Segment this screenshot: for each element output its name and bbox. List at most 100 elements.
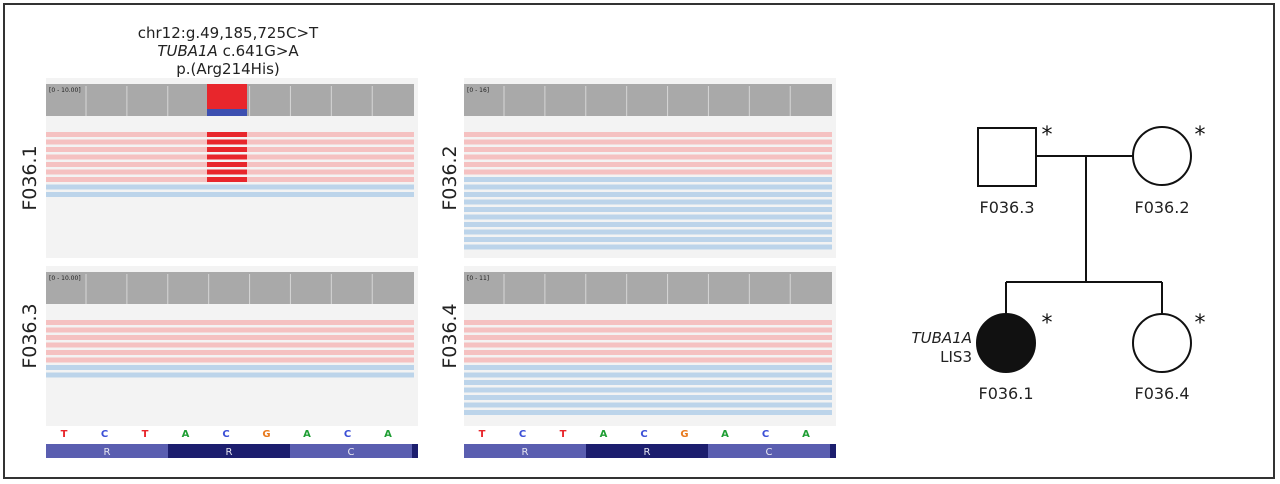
read-reverse — [464, 192, 832, 197]
coverage-range: [0 - 10.00] — [49, 275, 81, 282]
codon-block — [46, 444, 168, 458]
pedigree: * F036.3 * F036.2 * TUBA1A LIS3 F036.1 *… — [912, 123, 1206, 403]
read-forward — [46, 327, 414, 333]
codon-block — [586, 444, 708, 458]
igv-panels: [0 - 10.00] F036.1 [0 - 16] F036.2 [0 - 10.0… — [19, 78, 836, 426]
codon-block — [290, 444, 412, 458]
read-forward — [46, 357, 414, 363]
read-forward — [464, 132, 832, 137]
coverage-track — [46, 272, 414, 304]
variant-coverage-ref — [207, 84, 247, 110]
sibling-symbol — [1132, 313, 1192, 373]
proband-phenotype: LIS3 — [940, 348, 972, 366]
read-reverse — [464, 237, 832, 242]
sequence-tracks: T C T A C G A C AR R CT C T A C G A C AR R C — [46, 429, 836, 458]
codon-block-edge — [412, 444, 418, 458]
father-label: F036.3 — [979, 198, 1034, 217]
read-forward — [464, 357, 832, 363]
sequence-base: A — [802, 429, 810, 440]
coverage-track — [464, 272, 832, 304]
read-forward — [464, 139, 832, 145]
codon-label: R — [522, 447, 529, 458]
sequence-base: C — [222, 429, 229, 440]
sequence-base: A — [303, 429, 311, 440]
codon-label: C — [766, 447, 773, 458]
sequence-base: G — [262, 429, 270, 440]
father-symbol — [977, 127, 1037, 187]
codon-label: R — [644, 447, 651, 458]
read-reverse — [464, 402, 832, 408]
read-reverse — [464, 387, 832, 393]
father-marker: * — [1042, 123, 1053, 148]
sequence-base: T — [479, 429, 486, 440]
read-reverse — [464, 229, 832, 235]
read-reverse — [46, 184, 414, 190]
mother-symbol — [1132, 126, 1192, 186]
coverage-range: [0 - 11] — [467, 275, 489, 282]
read-reverse — [464, 365, 832, 370]
figure-frame — [3, 3, 1275, 479]
read-forward — [46, 335, 414, 340]
read-forward — [464, 327, 832, 333]
sequence-base: A — [600, 429, 608, 440]
proband-label: F036.1 — [978, 384, 1033, 403]
sequence-base: C — [640, 429, 647, 440]
read-reverse — [464, 372, 832, 378]
sequence-base: T — [560, 429, 567, 440]
read-mismatch — [207, 162, 247, 167]
sample-label: F036.3 — [19, 303, 41, 368]
codon-block — [708, 444, 830, 458]
read-reverse — [464, 244, 832, 250]
sample-label: F036.1 — [19, 145, 41, 210]
read-forward — [46, 350, 414, 355]
proband-marker: * — [1042, 311, 1053, 336]
sequence-base: C — [519, 429, 526, 440]
read-reverse — [464, 184, 832, 190]
read-forward — [464, 169, 832, 175]
read-reverse — [46, 372, 414, 378]
read-reverse — [464, 410, 832, 415]
proband-symbol — [976, 313, 1036, 373]
coverage-track — [464, 84, 832, 116]
codon-block-edge — [830, 444, 836, 458]
codon-label: R — [104, 447, 111, 458]
igv-panel-F036.2: [0 - 16] F036.2 — [439, 78, 836, 258]
codon-label: C — [348, 447, 355, 458]
read-forward — [464, 154, 832, 160]
sequence-base: T — [61, 429, 68, 440]
read-reverse — [464, 177, 832, 182]
read-reverse — [464, 207, 832, 212]
variant-cdna: TUBA1A c.641G>A — [157, 42, 299, 60]
read-reverse — [464, 214, 832, 220]
read-reverse — [464, 380, 832, 385]
igv-panel-F036.1: [0 - 10.00] F036.1 — [19, 78, 418, 258]
sequence-base: G — [680, 429, 688, 440]
read-reverse — [46, 192, 414, 197]
codon-label: R — [226, 447, 233, 458]
variant-genomic: chr12:g.49,185,725C>T — [138, 24, 319, 42]
read-forward — [464, 147, 832, 152]
read-forward — [464, 342, 832, 348]
sequence-base: C — [344, 429, 351, 440]
coverage-range: [0 - 16] — [467, 87, 489, 94]
variant-coverage-alt — [207, 109, 247, 116]
variant-protein: p.(Arg214His) — [176, 60, 280, 78]
sequence-base: T — [142, 429, 149, 440]
mother-label: F036.2 — [1134, 198, 1189, 217]
read-reverse — [46, 365, 414, 370]
read-forward — [464, 162, 832, 167]
sequence-base: A — [182, 429, 190, 440]
sibling-label: F036.4 — [1134, 384, 1189, 403]
igv-panel-F036.4: [0 - 11] F036.4 — [439, 266, 836, 426]
read-reverse — [464, 222, 832, 227]
sample-label: F036.4 — [439, 303, 461, 368]
read-mismatch — [207, 177, 247, 182]
igv-panel-F036.3: [0 - 10.00] F036.3 — [19, 266, 418, 426]
read-forward — [46, 342, 414, 348]
coverage-range: [0 - 10.00] — [49, 87, 81, 94]
read-forward — [464, 350, 832, 355]
read-forward — [46, 320, 414, 325]
read-mismatch — [207, 169, 247, 175]
codon-block — [464, 444, 586, 458]
